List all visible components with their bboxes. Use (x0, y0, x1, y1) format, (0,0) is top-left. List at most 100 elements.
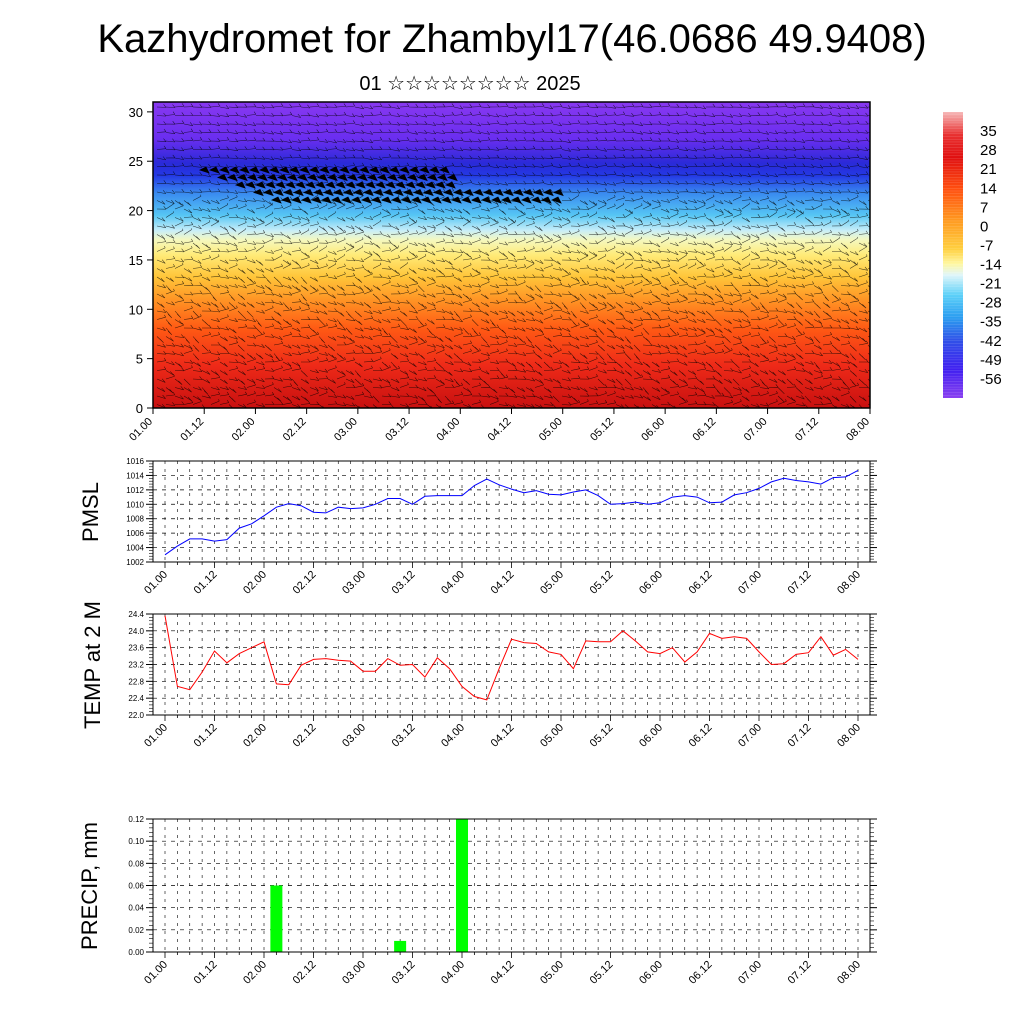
x-tick-label: 04.12 (489, 569, 517, 597)
y-tick-label: 0.10 (128, 837, 144, 846)
colorbar-label: -49 (980, 352, 1002, 369)
x-tick-label: 06.00 (637, 569, 665, 597)
heatmap-x-tick-label: 03.00 (332, 416, 360, 444)
heatmap-x-axis: 01.00 01.12 02.00 02.12 03.00 03.12 04.00 04.12… (127, 408, 872, 444)
x-tick-label: 08.00 (835, 569, 863, 597)
heatmap-x-tick-label: 06.12 (691, 416, 719, 444)
y-tick-label: 1002 (126, 558, 144, 567)
y-tick-label: 24.0 (128, 627, 144, 636)
x-tick-label: 03.00 (340, 722, 368, 750)
x-tick-label: 07.12 (786, 569, 814, 597)
x-tick-label: 02.12 (291, 722, 319, 750)
y-tick-label: 22.0 (128, 711, 144, 720)
x-tick-label: 04.00 (439, 722, 467, 750)
heatmap-x-tick-label: 07.00 (742, 416, 770, 444)
precip-bar (270, 885, 283, 952)
x-tick-label: 07.12 (786, 959, 814, 987)
colorbar-label: -21 (980, 276, 1002, 293)
y-tick-label: 1006 (126, 529, 144, 538)
x-tick-label: 02.12 (291, 569, 319, 597)
heatmap-x-tick-label: 05.12 (588, 416, 616, 444)
y-tick-label: 23.6 (128, 644, 144, 653)
temp-axes: 22.0 22.4 22.8 23.2 23.6 24.0 24.4 01.00 01.12 02… (128, 610, 877, 750)
x-tick-label: 01.00 (142, 959, 170, 987)
x-tick-label: 07.12 (786, 722, 814, 750)
colorbar-label: -42 (980, 333, 1002, 350)
heatmap-field (153, 102, 870, 408)
heatmap-y-tick-label: 30 (129, 105, 143, 120)
colorbar-label: 28 (980, 142, 997, 159)
x-tick-label: 02.12 (291, 959, 319, 987)
precip-panel: 0.00 0.02 0.04 0.06 0.08 0.10 0.12 01.00 01.12 02… (77, 815, 877, 987)
x-tick-label: 01.12 (192, 959, 220, 987)
chart-subtitle: 01 ☆☆☆☆☆☆☆☆ 2025 (359, 73, 581, 95)
heatmap-panel: 0 5 10 15 20 25 30 01.00 01.12 02.00 02.12 03.00 03… (127, 101, 872, 444)
y-tick-label: 1016 (126, 457, 144, 466)
x-tick-label: 02.00 (241, 722, 269, 750)
y-tick-label: 0.08 (128, 859, 144, 868)
precip-grid (153, 819, 870, 952)
colorbar-label: 0 (980, 218, 988, 235)
pmsl-series-line (164, 469, 859, 556)
heatmap-x-tick-label: 01.12 (178, 416, 206, 444)
pmsl-axes: 1002 1004 1006 1008 1010 1012 1014 1016 01.00 01.… (126, 457, 877, 597)
colorbar-label: -56 (980, 371, 1002, 388)
x-tick-label: 05.12 (588, 569, 616, 597)
x-tick-label: 04.00 (439, 959, 467, 987)
x-tick-label: 02.00 (241, 569, 269, 597)
pmsl-panel: 1002 1004 1006 1008 1010 1012 1014 1016 01.00 01.… (78, 457, 877, 597)
heatmap-x-tick-label: 05.00 (537, 416, 565, 444)
x-tick-label: 04.12 (489, 959, 517, 987)
x-tick-label: 05.00 (538, 959, 566, 987)
y-tick-label: 1012 (126, 486, 144, 495)
precip-bar (394, 940, 407, 952)
x-tick-label: 03.12 (390, 569, 418, 597)
colorbar-label: 21 (980, 161, 997, 178)
y-tick-label: 22.8 (128, 677, 144, 686)
y-tick-label: 0.12 (128, 815, 144, 824)
wind-barb-field (156, 103, 870, 408)
x-tick-label: 07.00 (736, 569, 764, 597)
x-tick-label: 06.12 (687, 959, 715, 987)
heatmap-y-tick-label: 10 (129, 302, 143, 317)
precip-y-label: PRECIP, mm (77, 822, 102, 950)
y-tick-label: 1004 (126, 544, 144, 553)
x-tick-label: 06.00 (637, 959, 665, 987)
x-tick-label: 04.12 (489, 722, 517, 750)
colorbar-gradient (943, 112, 963, 398)
precip-axes: 0.00 0.02 0.04 0.06 0.08 0.10 0.12 01.00 01.12 02… (128, 815, 877, 987)
x-tick-label: 06.12 (687, 722, 715, 750)
precip-bar (456, 819, 468, 952)
wind-barbs (156, 103, 870, 408)
pmsl-y-label: PMSL (78, 482, 103, 542)
x-tick-label: 08.00 (835, 959, 863, 987)
wind-barb-jet (198, 166, 564, 204)
x-tick-label: 07.00 (736, 959, 764, 987)
heatmap-x-tick-label: 04.12 (486, 416, 514, 444)
y-tick-label: 24.4 (128, 610, 144, 619)
heatmap-x-tick-label: 01.00 (127, 416, 155, 444)
y-tick-label: 1010 (126, 500, 144, 509)
heatmap-y-tick-label: 25 (129, 154, 143, 169)
temp-panel: 22.0 22.4 22.8 23.2 23.6 24.0 24.4 01.00 01.12 02… (80, 601, 877, 750)
y-tick-label: 0.00 (128, 948, 144, 957)
x-tick-label: 01.12 (192, 569, 220, 597)
temp-y-label: TEMP at 2 M (80, 601, 105, 729)
colorbar-label: -14 (980, 257, 1002, 274)
x-tick-label: 06.00 (637, 722, 665, 750)
x-tick-label: 03.00 (340, 959, 368, 987)
x-tick-label: 06.12 (687, 569, 715, 597)
heatmap-x-tick-label: 07.12 (793, 416, 821, 444)
pmsl-grid (153, 461, 870, 562)
precip-bars (270, 819, 468, 952)
heatmap-x-tick-label: 06.00 (639, 416, 667, 444)
colorbar-label: -7 (980, 237, 993, 254)
y-tick-label: 0.04 (128, 904, 144, 913)
chart-title: Kazhydromet for Zhambyl17(46.0686 49.940… (97, 17, 927, 61)
heatmap-y-tick-label: 20 (129, 204, 143, 219)
x-tick-label: 03.12 (390, 959, 418, 987)
y-tick-label: 1008 (126, 515, 144, 524)
temp-series-line (164, 615, 859, 701)
colorbar-labels: 35 28 21 14 7 0 -7 -14 -21 -28 -35 -42 -49 -56 (980, 123, 1002, 388)
